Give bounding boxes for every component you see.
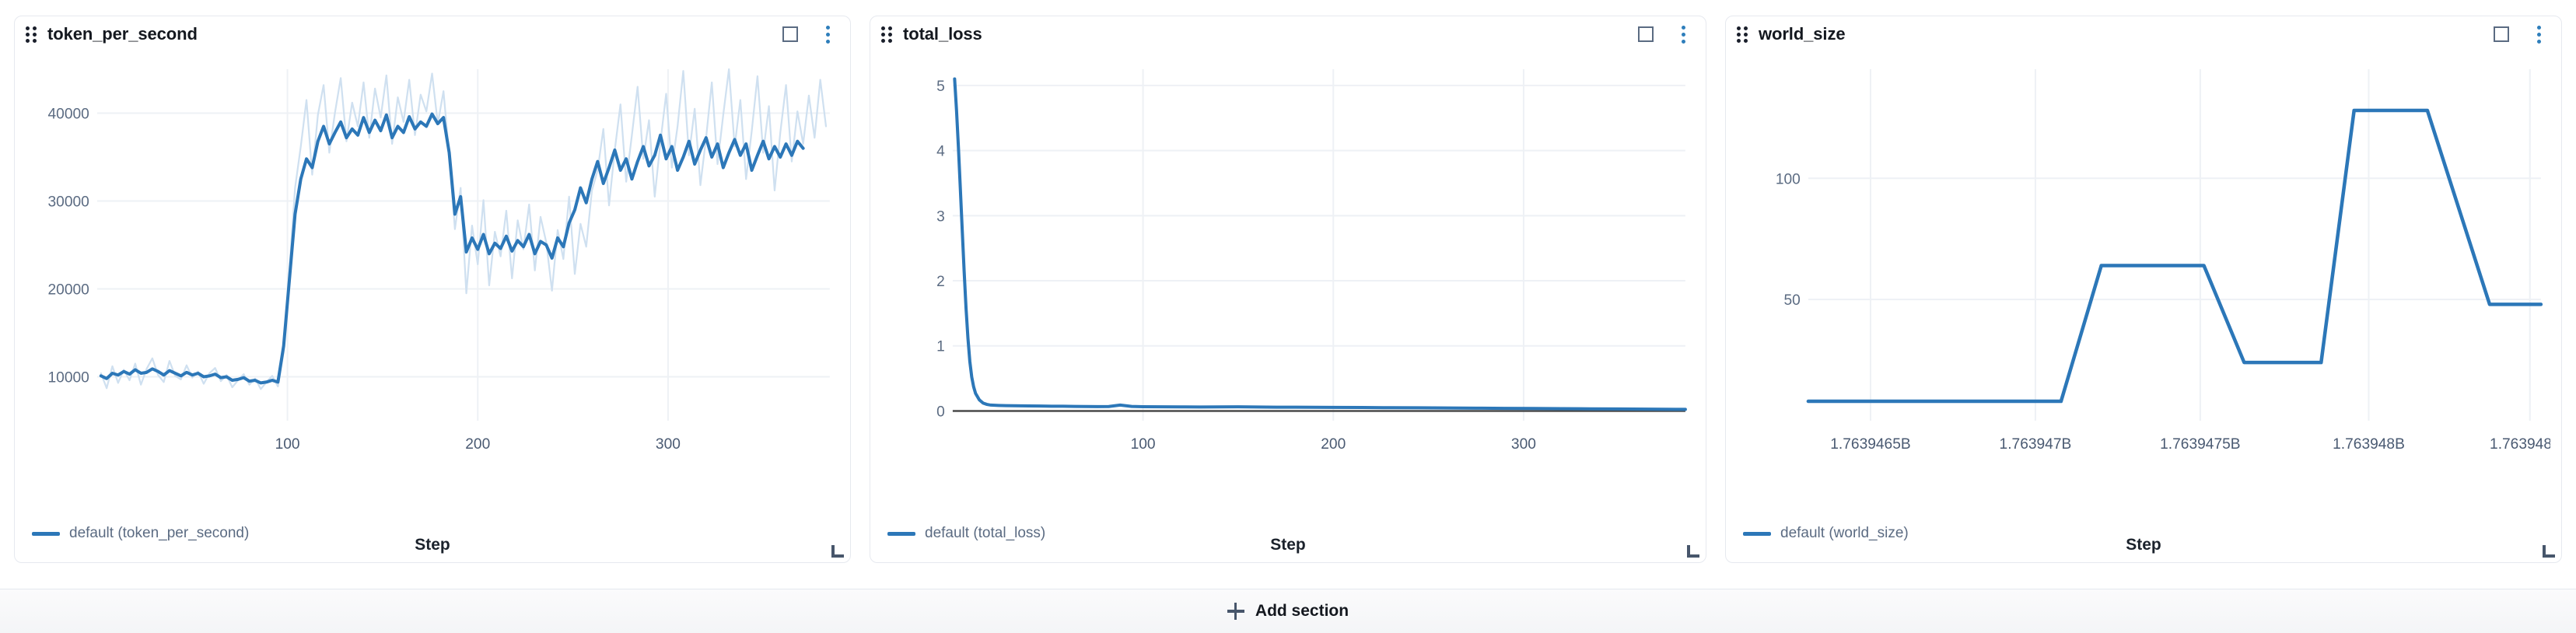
legend-swatch: [1743, 531, 1771, 536]
chart-svg[interactable]: 50 100 1.7639465B 1.763947B 1.7639475B 1.7639…: [1734, 52, 2550, 488]
svg-text:10000: 10000: [48, 370, 89, 386]
panel-header: token_per_second: [15, 16, 850, 52]
charts-section: token_per_second 10000 20000 30000 40000 100…: [14, 16, 2562, 563]
plot-area[interactable]: 10000 20000 30000 40000 100 200 300: [23, 52, 839, 488]
legend-label: default (token_per_second): [69, 525, 250, 541]
svg-text:2: 2: [936, 274, 945, 290]
fullscreen-button[interactable]: [780, 24, 800, 44]
panel-world-size[interactable]: world_size 50 100 1.7639465B 1.763947B 1.763…: [1725, 16, 2562, 563]
legend-swatch: [887, 531, 915, 536]
panel-menu-button[interactable]: [1673, 24, 1693, 44]
legend-swatch: [32, 531, 60, 536]
svg-text:1.763948B: 1.763948B: [2333, 436, 2405, 453]
chart-svg[interactable]: 10000 20000 30000 40000 100 200 300: [23, 52, 839, 488]
svg-text:3: 3: [936, 208, 945, 225]
svg-text:100: 100: [275, 436, 300, 453]
panel-menu-button[interactable]: [2529, 24, 2549, 44]
kebab-menu-icon: [825, 25, 830, 44]
add-section-inner: Add section: [1227, 602, 1349, 621]
svg-text:300: 300: [1511, 436, 1536, 453]
panel-title: token_per_second: [47, 24, 198, 44]
kebab-menu-icon: [1681, 25, 1685, 44]
panel-header: total_loss: [870, 16, 1706, 52]
panel-title: world_size: [1759, 24, 1846, 44]
x-axis-title: Step: [415, 536, 450, 554]
svg-text:1.7639485B: 1.7639485B: [2490, 436, 2550, 453]
svg-text:50: 50: [1783, 292, 1800, 309]
legend-label: default (world_size): [1780, 525, 1909, 541]
svg-text:200: 200: [465, 436, 490, 453]
add-section-label: Add section: [1255, 602, 1349, 620]
svg-text:20000: 20000: [48, 282, 89, 299]
plus-icon: [1227, 603, 1244, 620]
svg-text:5: 5: [936, 79, 945, 95]
svg-text:1: 1: [936, 339, 945, 355]
drag-handle-icon[interactable]: [1737, 26, 1749, 43]
svg-text:0: 0: [936, 404, 945, 421]
svg-text:300: 300: [656, 436, 681, 453]
chart-svg[interactable]: 0 1 2 3 4 5 100 200 300: [878, 52, 1695, 488]
fullscreen-icon: [1638, 26, 1654, 42]
panel-header: world_size: [1726, 16, 2561, 52]
chart-legend[interactable]: default (world_size): [1743, 525, 1909, 542]
legend-label: default (total_loss): [925, 525, 1046, 541]
panel-header-actions: [1636, 24, 1693, 44]
add-section-button[interactable]: Add section: [0, 589, 2576, 633]
resize-handle-icon[interactable]: [831, 545, 844, 558]
plot-area[interactable]: 0 1 2 3 4 5 100 200 300: [878, 52, 1695, 488]
fullscreen-icon: [782, 26, 798, 42]
plot-area[interactable]: 50 100 1.7639465B 1.763947B 1.7639475B 1.7639…: [1734, 52, 2550, 488]
x-axis-title: Step: [2126, 536, 2161, 554]
panel-token-per-second[interactable]: token_per_second 10000 20000 30000 40000 100…: [14, 16, 851, 563]
resize-handle-icon[interactable]: [2543, 545, 2555, 558]
panel-header-actions: [780, 24, 838, 44]
panel-menu-button[interactable]: [817, 24, 838, 44]
chart-legend[interactable]: default (total_loss): [887, 525, 1045, 542]
x-axis-title: Step: [1270, 536, 1306, 554]
svg-text:1.763947B: 1.763947B: [2000, 436, 2072, 453]
svg-text:4: 4: [936, 144, 945, 160]
chart-legend[interactable]: default (token_per_second): [32, 525, 249, 542]
panel-title: total_loss: [903, 24, 982, 44]
panel-header-actions: [2491, 24, 2549, 44]
svg-text:1.7639475B: 1.7639475B: [2160, 436, 2240, 453]
svg-text:40000: 40000: [48, 107, 89, 123]
fullscreen-icon: [2494, 26, 2509, 42]
fullscreen-button[interactable]: [1636, 24, 1656, 44]
svg-text:30000: 30000: [48, 194, 89, 211]
drag-handle-icon[interactable]: [26, 26, 38, 43]
svg-text:1.7639465B: 1.7639465B: [1830, 436, 1910, 453]
resize-handle-icon[interactable]: [1687, 545, 1699, 558]
svg-text:100: 100: [1776, 171, 1801, 187]
svg-text:100: 100: [1131, 436, 1156, 453]
fullscreen-button[interactable]: [2491, 24, 2511, 44]
section-footer: [0, 564, 2576, 589]
svg-text:200: 200: [1321, 436, 1346, 453]
kebab-menu-icon: [2536, 25, 2541, 44]
drag-handle-icon[interactable]: [881, 26, 894, 43]
panel-total-loss[interactable]: total_loss 0 1 2 3 4 5 100 200 300 defa: [870, 16, 1706, 563]
